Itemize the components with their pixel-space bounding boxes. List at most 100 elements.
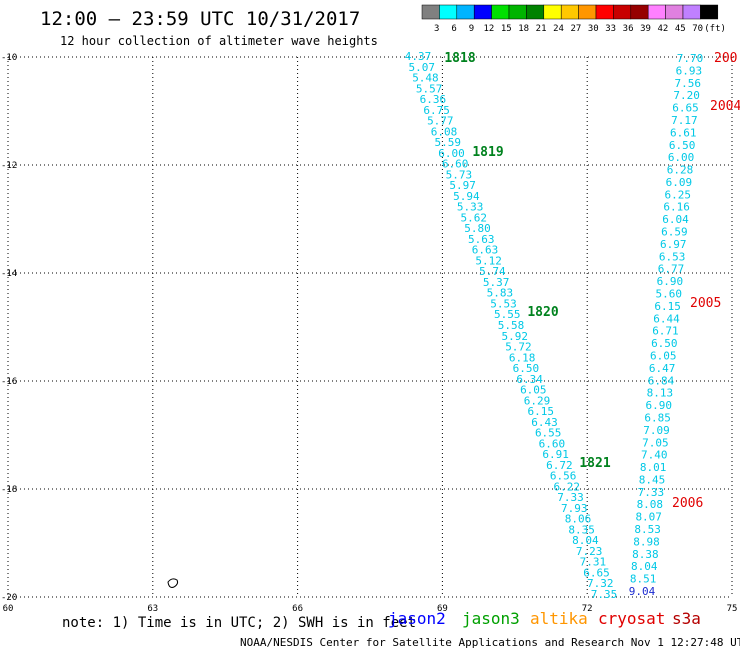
scale-swatch	[578, 4, 597, 20]
pass-time-label: 200	[714, 51, 737, 66]
wave-height-value: 6.60	[539, 437, 566, 450]
wave-height-value: 6.29	[524, 394, 551, 407]
wave-height-value: 7.35	[591, 588, 618, 601]
wave-height-value: 6.25	[664, 188, 691, 201]
scale-label: 42	[657, 24, 668, 34]
scale-label: 70	[692, 24, 703, 34]
wave-height-value: 6.22	[554, 480, 581, 493]
wave-height-value: 5.80	[464, 222, 491, 235]
units-note: note: 1) Time is in UTC; 2) SWH is in fe…	[62, 615, 416, 631]
scale-swatch	[508, 4, 527, 20]
wave-height-value: 6.91	[542, 448, 569, 461]
wave-height-value: 6.44	[653, 312, 680, 325]
footer-credit: NOAA/NESDIS Center for Satellite Applica…	[240, 636, 740, 649]
longitude-label: 75	[727, 604, 738, 614]
longitude-label: 69	[437, 604, 448, 614]
altimeter-track-left: 4.375.075.485.576.366.755.776.085.596.00…	[405, 50, 618, 601]
scale-label: 24	[553, 24, 564, 34]
legend-cryosat: cryosat	[598, 609, 665, 628]
wave-height-value: 8.51	[630, 573, 657, 586]
pass-time-label: 2005	[690, 296, 721, 311]
wave-height-value: 6.65	[672, 102, 699, 115]
wave-height-value: 5.77	[427, 115, 454, 128]
scale-swatch	[421, 4, 440, 20]
wave-height-value: 6.71	[652, 325, 679, 338]
scale-swatch	[613, 4, 632, 20]
wave-height-value: 6.77	[658, 263, 685, 276]
wave-height-value: 9.04	[629, 585, 656, 598]
wave-height-value: 7.32	[587, 577, 614, 590]
scale-label: 36	[623, 24, 634, 34]
wave-height-value: 6.18	[509, 351, 536, 364]
wave-height-value: 6.50	[651, 337, 678, 350]
wave-height-value: 8.45	[639, 473, 666, 486]
pass-time-label: 1818	[444, 51, 475, 66]
map-title: 12:00 – 23:59 UTC 10/31/2017	[40, 8, 360, 30]
wave-height-value: 5.55	[494, 308, 521, 321]
latitude-label: -10	[1, 53, 17, 63]
scale-swatch	[439, 4, 458, 20]
wave-height-value: 6.63	[472, 244, 499, 257]
wave-height-value: 6.16	[663, 201, 690, 214]
wave-height-value: 6.36	[420, 93, 447, 106]
wave-height-value: 5.60	[656, 288, 683, 301]
lat-lon-grid	[7, 56, 733, 598]
wave-height-value: 5.97	[449, 179, 476, 192]
wave-height-value: 8.04	[572, 534, 599, 547]
wave-height-value: 7.33	[557, 491, 584, 504]
legend-s3a: s3a	[672, 609, 701, 628]
wave-height-value: 5.33	[457, 201, 484, 214]
wave-height-value: 7.31	[580, 556, 607, 569]
scale-label: 45	[675, 24, 686, 34]
scale-swatch	[473, 4, 492, 20]
wave-height-value: 4.37	[405, 50, 432, 63]
wave-height-value: 5.62	[461, 211, 488, 224]
map-subtitle: 12 hour collection of altimeter wave hei…	[60, 34, 378, 48]
wave-height-value: 6.61	[670, 126, 697, 139]
wave-height-value: 7.40	[641, 449, 668, 462]
wave-height-value: 6.72	[546, 459, 573, 472]
scale-swatch	[700, 4, 719, 20]
wave-height-value: 5.92	[501, 330, 528, 343]
wave-height-value: 5.58	[498, 319, 525, 332]
scale-label: (ft)	[704, 24, 726, 34]
latitude-label: -14	[1, 269, 17, 279]
pass-time-label: 1821	[579, 456, 610, 471]
wave-height-value: 6.08	[431, 125, 458, 138]
wave-height-value: 6.90	[645, 399, 672, 412]
wave-height-value: 7.33	[638, 486, 665, 499]
wave-height-value: 8.07	[635, 511, 662, 524]
scale-swatch	[665, 4, 684, 20]
wave-height-value: 5.73	[446, 168, 473, 181]
wave-height-value: 6.15	[528, 405, 555, 418]
wave-height-value: 7.09	[643, 424, 670, 437]
scale-swatch	[560, 4, 579, 20]
latitude-label: -20	[1, 593, 17, 603]
scale-label: 15	[501, 24, 512, 34]
scale-label: 18	[518, 24, 529, 34]
scale-label: 9	[469, 24, 474, 34]
scale-label: 3	[434, 24, 439, 34]
wave-height-value: 8.01	[640, 461, 667, 474]
scale-label: 12	[483, 24, 494, 34]
wave-height-value: 5.57	[416, 82, 443, 95]
wave-height-value: 6.97	[660, 238, 687, 251]
wave-height-value: 5.07	[408, 61, 435, 74]
wave-height-value: 8.13	[647, 387, 674, 400]
wave-height-value: 6.00	[438, 147, 465, 160]
wave-height-value: 6.15	[654, 300, 681, 313]
wave-height-value: 6.04	[662, 213, 689, 226]
latitude-label: -12	[1, 161, 17, 171]
longitude-label: 60	[3, 604, 14, 614]
wave-height-value: 5.94	[453, 190, 480, 203]
satellite-legend: jason2 jason3 altika cryosat s3a	[388, 609, 701, 628]
wave-height-value: 7.05	[642, 436, 669, 449]
scale-swatch	[526, 4, 545, 20]
wave-height-value: 7.17	[671, 114, 698, 127]
legend-jason3: jason3	[462, 609, 520, 628]
wave-height-value: 6.05	[650, 349, 677, 362]
wave-height-value: 5.63	[468, 233, 495, 246]
wave-height-value: 6.09	[666, 176, 693, 189]
wave-height-value: 8.08	[637, 498, 664, 511]
